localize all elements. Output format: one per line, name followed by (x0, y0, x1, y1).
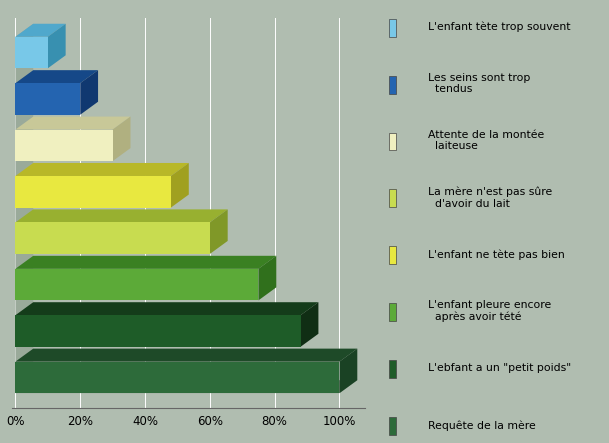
Bar (389, 190, 396, 207)
Polygon shape (258, 256, 276, 300)
Bar (389, 132, 396, 151)
Bar (15, 176, 171, 207)
Bar (15, 269, 258, 300)
Text: L'enfant tète trop souvent: L'enfant tète trop souvent (429, 21, 571, 32)
Bar (15, 361, 339, 393)
Bar (389, 19, 396, 37)
Text: Les seins sont trop
  tendus: Les seins sont trop tendus (429, 73, 531, 94)
Bar (15, 83, 80, 115)
Text: L'ebfant a un "petit poids": L'ebfant a un "petit poids" (429, 363, 572, 373)
Polygon shape (15, 349, 357, 361)
Bar (389, 303, 396, 321)
Polygon shape (15, 256, 276, 269)
Polygon shape (80, 70, 98, 115)
Text: L'enfant ne tète pas bien: L'enfant ne tète pas bien (429, 249, 565, 260)
Bar (389, 246, 396, 264)
Text: Requête de la mère: Requête de la mère (429, 420, 537, 431)
Bar (15, 129, 113, 161)
Bar (15, 222, 210, 254)
Bar (389, 417, 396, 435)
Polygon shape (15, 380, 357, 393)
Polygon shape (15, 117, 130, 129)
Polygon shape (171, 163, 189, 207)
Polygon shape (15, 163, 189, 176)
Polygon shape (15, 302, 319, 315)
Polygon shape (113, 117, 130, 161)
Bar (15, 315, 301, 347)
Polygon shape (15, 24, 66, 37)
Bar (15, 37, 48, 68)
Text: Attente de la montée
  laiteuse: Attente de la montée laiteuse (429, 130, 544, 152)
Polygon shape (210, 210, 228, 254)
Bar (389, 76, 396, 93)
Text: La mère n'est pas sûre
  d'avoir du lait: La mère n'est pas sûre d'avoir du lait (429, 187, 553, 209)
Polygon shape (15, 24, 33, 393)
Polygon shape (15, 210, 228, 222)
Text: L'enfant pleure encore
  après avoir tété: L'enfant pleure encore après avoir tété (429, 300, 552, 323)
Bar (389, 360, 396, 378)
Polygon shape (339, 349, 357, 393)
Polygon shape (48, 24, 66, 68)
Polygon shape (15, 70, 98, 83)
Polygon shape (301, 302, 319, 347)
